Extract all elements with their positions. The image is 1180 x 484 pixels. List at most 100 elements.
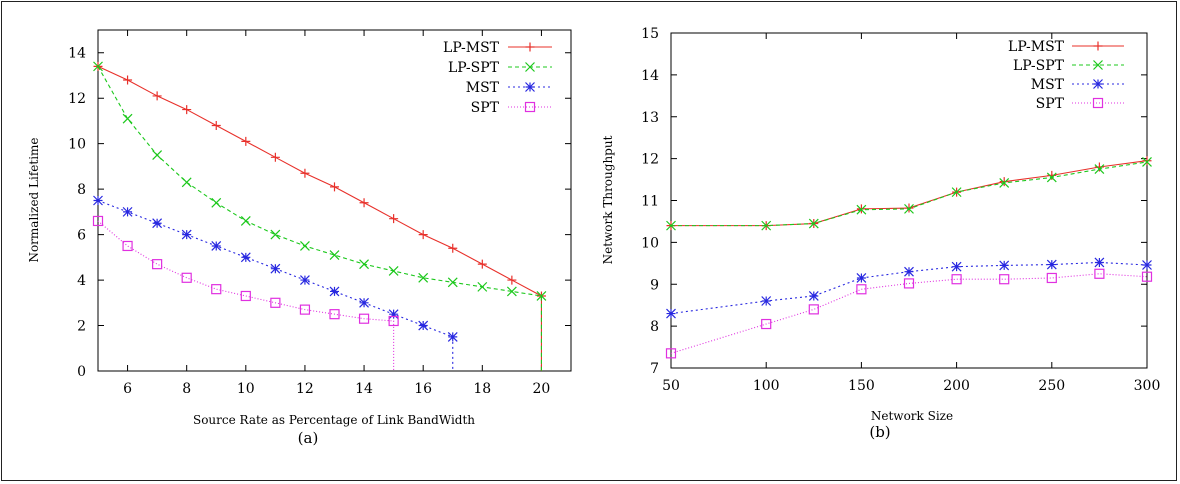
chart-a-point-spt [299,304,311,315]
chart-b-point-spt [808,304,819,315]
chart-a-ytick-label: 12 [68,91,86,107]
chart-b-ytick-label: 12 [641,152,659,168]
chart-a-xtick-label: 12 [296,381,314,397]
chart-a-xtick-label: 20 [533,381,551,397]
chart-a-point-lp-spt [418,272,429,283]
chart-a-point-mst [418,320,429,331]
chart-b-xtick-label: 100 [753,378,780,394]
chart-b-legend-marker-lp-spt [1093,60,1103,70]
chart-b-legend-label-spt: SPT [1036,96,1065,112]
chart-a-series-spt [92,215,399,371]
chart-b-series-lp-mst [666,156,1152,231]
chart-b-point-mst [1046,259,1057,270]
chart-b-line-lp-mst [671,160,1148,227]
chart-b-point-mst [666,308,676,319]
chart-b-point-mst [808,291,819,301]
chart-a-xlabel: Source Rate as Percentage of Link BandWi… [193,413,475,427]
chart-a-point-lp-spt [359,259,369,270]
chart-a-point-lp-mst [448,243,458,253]
chart-a-xtick-label: 18 [473,381,491,397]
chart-a-ytick-label: 10 [68,137,86,153]
chart-a-point-spt [270,297,281,308]
chart-b-ytick-label: 15 [641,26,659,42]
chart-a-xtick-label: 16 [414,381,432,397]
chart-a-legend-label-spt: SPT [471,100,500,116]
chart-a-ylabel: Normalized Lifetime [27,137,41,262]
chart-a-point-lp-mst [477,259,487,269]
chart-a-point-mst [211,241,222,251]
chart-a-line-spt [97,220,395,371]
chart-b-point-lp-spt [1046,172,1057,183]
chart-a-point-lp-spt [506,286,517,297]
chart-a-point-mst [447,331,458,342]
chart-a-point-mst [181,229,192,240]
chart-b-point-spt [665,348,677,359]
chart-a-point-spt [358,313,370,324]
chart-a-point-lp-spt [536,291,547,301]
chart-a-ytick-label: 4 [77,273,86,289]
chart-b-point-spt [1141,271,1153,282]
chart-b-point-spt [856,284,867,295]
chart-b-point-lp-spt [951,187,962,198]
chart-a-point-spt [122,240,133,252]
chart-a-caption: (a) [298,429,319,447]
chart-a-point-lp-spt [211,197,222,208]
chart-a-point-lp-mst [389,214,399,224]
chart-a-point-lp-mst [123,75,133,85]
chart-a-point-mst [152,218,163,229]
chart-b-point-spt [1046,272,1057,284]
chart-a-point-lp-mst [182,105,192,115]
chart-a-legend-label-mst: MST [466,80,500,96]
chart-b-xtick-label: 250 [1038,378,1065,394]
chart-a-xtick-label: 6 [123,381,132,397]
chart-b-ytick-label: 9 [650,277,659,293]
chart-b-series-mst [666,257,1152,319]
chart-b-ytick-label: 11 [641,194,659,210]
chart-b-point-spt [999,274,1010,285]
chart-a-point-lp-spt [93,61,103,72]
chart-a-point-lp-mst [507,275,517,285]
chart-b-point-mst [1142,260,1152,270]
chart-b-point-lp-spt [1094,164,1105,175]
chart-a-legend-marker-mst [525,82,535,92]
chart-a-point-mst [388,309,399,320]
chart-b-xtick-label: 50 [662,378,680,394]
chart-a-point-spt [388,315,399,327]
chart-a-point-spt [211,284,222,295]
chart-a-point-lp-spt [240,216,251,226]
chart-a-point-mst [329,286,340,297]
chart-a-point-spt [92,215,104,227]
chart-b-series-spt [665,268,1153,359]
chart-b-ytick-label: 10 [641,235,659,251]
chart-a-legend-marker-lp-spt [525,62,535,72]
chart-b-point-lp-spt [808,218,819,229]
chart-b-point-lp-spt [856,204,867,215]
chart-a-series-lp-spt [93,61,547,371]
chart-b-xtick-label: 150 [848,378,875,394]
chart-a-ytick-label: 2 [77,319,86,335]
chart-a-point-lp-spt [477,281,488,292]
chart-a-series-mst [93,195,458,371]
chart-a-point-mst [240,252,251,263]
chart-b-point-mst [999,260,1010,271]
chart-b-point-mst [1094,257,1105,268]
chart-b-xlabel: Network Size [871,409,953,423]
chart-b-ytick-label: 13 [641,110,659,126]
chart-a-legend-marker-spt [524,101,536,113]
chart-a-point-mst [300,275,310,285]
chart-b-legend-label-lp-mst: LP-MST [1008,39,1065,55]
chart-a-point-lp-spt [181,177,192,188]
chart-b-point-lp-spt [1142,157,1152,167]
chart-a-point-lp-mst [241,136,251,146]
chart-b-point-lp-mst [1142,156,1152,166]
chart-b-point-lp-spt [904,203,914,214]
chart-a-point-lp-mst [270,152,280,162]
chart-b-line-mst [670,261,1148,315]
chart-b-point-spt [761,318,772,330]
chart-a-legend-marker-lp-mst [525,42,535,52]
chart-a-point-lp-spt [447,277,458,288]
chart-b-point-lp-spt [999,177,1010,188]
chart-b-legend-marker-lp-mst [1093,41,1103,51]
